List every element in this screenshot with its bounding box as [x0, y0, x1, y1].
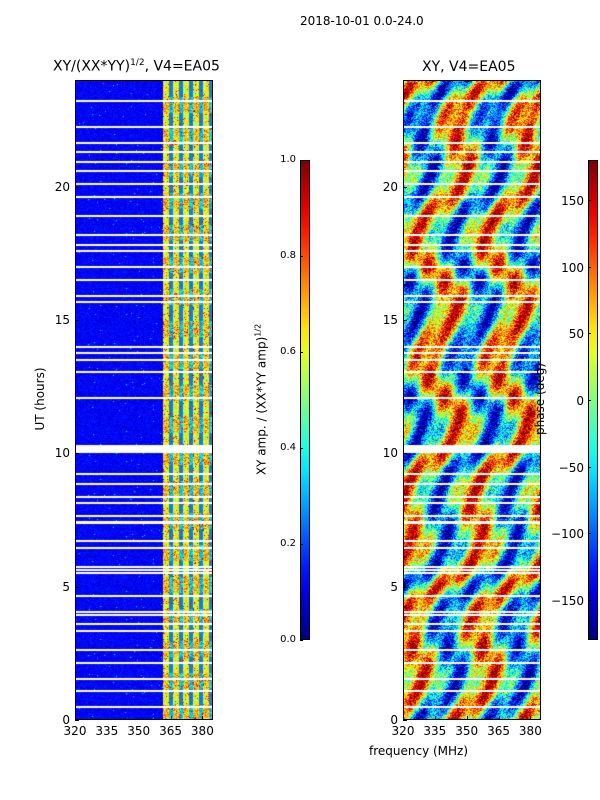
x-tick	[498, 716, 500, 720]
colorbar-tick-label: −150	[551, 594, 584, 608]
x-tick	[138, 716, 140, 720]
y-tick-label: 5	[390, 579, 398, 594]
colorbar-tick	[300, 640, 303, 641]
y-tick	[403, 453, 407, 455]
amp-heatmap	[76, 81, 212, 719]
colorbar-tick-label: 100	[561, 260, 584, 275]
colorbar-tick	[300, 160, 303, 161]
x-tick	[403, 716, 404, 720]
amp-chart-title-text: XY/(XX*YY)	[53, 58, 131, 75]
x-tick-label: 335	[95, 724, 119, 738]
amp-chart-title: XY/(XX*YY)1/2, V4=EA05	[53, 58, 220, 75]
colorbar-tick	[300, 448, 303, 449]
amp-ylabel: UT (hours)	[33, 367, 47, 431]
y-tick	[403, 586, 407, 588]
y-tick-label: 20	[54, 179, 70, 194]
colorbar-tick-label: 50	[568, 327, 584, 342]
y-tick	[75, 453, 79, 455]
amp-chart-title-suffix: , V4=EA05	[144, 58, 220, 75]
colorbar-tick-label: 1.0	[280, 154, 296, 165]
colorbar-tick	[588, 266, 591, 268]
colorbar-tick	[588, 200, 591, 201]
y-tick	[75, 720, 79, 721]
y-tick-label: 15	[54, 313, 70, 327]
x-tick	[75, 716, 76, 720]
colorbar-tick-label: 0.0	[280, 634, 296, 645]
colorbar-tick-label: 0.8	[280, 250, 296, 261]
amp-heatmap-panel	[75, 80, 213, 720]
colorbar-tick	[300, 544, 303, 545]
colorbar-tick-label: −50	[558, 460, 584, 475]
x-tick	[170, 716, 172, 720]
y-tick-label: 15	[382, 313, 398, 327]
colorbar-tick	[588, 533, 591, 535]
colorbar-tick-label: 0	[576, 394, 584, 408]
y-tick	[403, 720, 407, 721]
amp-colorbar-label-text: XY amp. / (XX*YY amp)	[254, 336, 269, 476]
phase-heatmap	[404, 81, 540, 719]
y-tick-label: 10	[54, 446, 70, 461]
y-tick-label: 0	[390, 713, 398, 727]
colorbar-tick-label: 150	[561, 194, 584, 208]
y-tick	[75, 186, 79, 188]
colorbar-tick	[300, 352, 303, 353]
amp-colorbar-label: XY amp. / (XX*YY amp)1/2	[254, 310, 269, 490]
amp-colorbar-label-exponent: 1/2	[253, 323, 263, 337]
x-tick-label: 320	[391, 724, 415, 738]
amp-colorbar	[300, 160, 310, 640]
y-tick-label: 10	[382, 446, 398, 461]
colorbar-tick	[588, 400, 591, 401]
y-tick	[75, 586, 79, 588]
x-tick-label: 335	[423, 724, 447, 738]
colorbar-tick	[588, 333, 591, 335]
y-tick-label: 0	[62, 713, 70, 727]
colorbar-tick	[588, 466, 591, 468]
x-tick	[106, 716, 108, 720]
amp-chart-title-exponent: 1/2	[130, 58, 145, 68]
x-tick-label: 365	[487, 724, 510, 738]
y-tick	[403, 186, 407, 188]
phase-heatmap-panel	[403, 80, 541, 720]
colorbar-tick	[588, 600, 591, 601]
shared-xlabel: frequency (MHz)	[369, 744, 469, 758]
figure-title: 2018-10-01 0.0-24.0	[300, 14, 424, 28]
colorbar-tick-label: 0.2	[280, 538, 296, 549]
colorbar-tick-label: 0.4	[280, 442, 296, 453]
x-tick	[466, 716, 468, 720]
x-tick-label: 380	[190, 724, 214, 738]
phase-chart-title: XY, V4=EA05	[422, 59, 516, 75]
y-tick	[75, 320, 79, 321]
y-tick-label: 5	[62, 579, 70, 594]
x-tick-label: 350	[455, 724, 479, 738]
colorbar-tick-label: 0.6	[280, 346, 296, 357]
y-tick	[403, 320, 407, 321]
y-tick-label: 20	[382, 179, 398, 194]
x-tick-label: 350	[127, 724, 151, 738]
colorbar-tick-label: −100	[551, 527, 584, 542]
colorbar-tick	[300, 256, 303, 257]
x-tick	[202, 716, 204, 720]
x-tick	[434, 716, 436, 720]
x-tick	[530, 716, 532, 720]
x-tick-label: 320	[63, 724, 87, 738]
phase-colorbar-label: phase (deg)	[533, 363, 547, 436]
x-tick-label: 365	[159, 724, 182, 738]
x-tick-label: 380	[518, 724, 542, 738]
